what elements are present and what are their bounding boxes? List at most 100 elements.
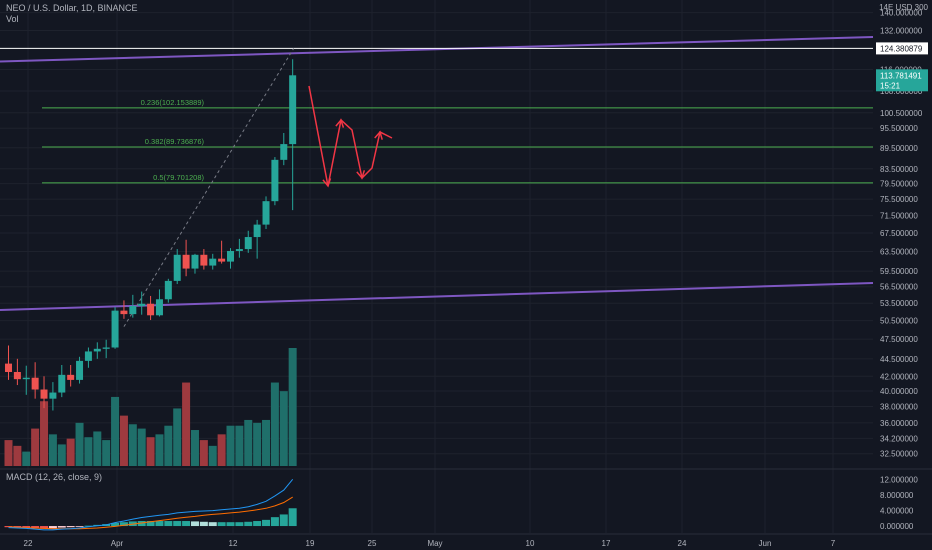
volume-legend[interactable]: Vol <box>6 14 19 24</box>
macd-tick-label: 0.000000 <box>880 522 914 531</box>
volume-bar <box>48 434 57 466</box>
price-tick-label: 34.200000 <box>880 434 918 443</box>
current-price-label: 113.781491 <box>880 71 922 80</box>
volume-bar <box>137 428 146 466</box>
candle-body[interactable] <box>13 372 21 380</box>
candle-body[interactable] <box>31 377 39 390</box>
candle-body[interactable] <box>22 377 30 380</box>
candle-body[interactable] <box>155 299 163 316</box>
macd-tick-label: 12.000000 <box>880 476 918 485</box>
price-tick-label: 40.000000 <box>880 387 918 396</box>
candle-body[interactable] <box>253 224 261 238</box>
candle-body[interactable] <box>227 250 234 262</box>
candle-body[interactable] <box>218 258 226 262</box>
macd-histogram-bar <box>173 521 182 527</box>
macd-histogram-bar <box>244 521 253 527</box>
projection-arrowhead <box>322 178 332 188</box>
candle-body[interactable] <box>191 254 199 269</box>
macd-histogram-bar <box>31 526 40 529</box>
volume-bar <box>31 428 40 466</box>
volume-bar <box>146 437 155 466</box>
volume-bar <box>226 425 235 466</box>
candle-body[interactable] <box>244 237 252 250</box>
candle-body[interactable] <box>173 254 181 281</box>
macd-histogram-bar <box>164 521 173 527</box>
price-tick-label: 75.500000 <box>880 195 918 204</box>
macd-histogram-bar <box>182 521 191 527</box>
candle-body[interactable] <box>84 351 92 361</box>
volume-bar <box>102 440 111 466</box>
volume-bar <box>119 415 128 466</box>
candle-body[interactable] <box>120 310 128 315</box>
time-tick-label: Apr <box>111 539 124 548</box>
candle-body[interactable] <box>58 374 66 393</box>
macd-histogram-bar <box>40 526 49 529</box>
bar-countdown-label: 15:21 <box>880 81 901 90</box>
candle-body[interactable] <box>164 280 172 300</box>
volume-bar <box>75 422 84 466</box>
macd-histogram-bar <box>66 526 75 528</box>
price-tick-label: 56.500000 <box>880 283 918 292</box>
candle-body[interactable] <box>138 303 146 307</box>
macd-histogram-bar <box>199 521 208 527</box>
candle-body[interactable] <box>235 249 243 251</box>
projection-arrowhead <box>335 118 345 128</box>
volume-bar <box>155 434 164 466</box>
price-tick-label: 44.500000 <box>880 355 918 364</box>
price-tick-label: 53.500000 <box>880 299 918 308</box>
upper-trendline[interactable] <box>0 36 874 63</box>
volume-bar <box>84 437 93 466</box>
candle-body[interactable] <box>67 374 75 380</box>
candle-body[interactable] <box>111 310 119 348</box>
candle-body[interactable] <box>76 360 84 380</box>
price-tick-label: 89.500000 <box>880 144 918 153</box>
volume-bar <box>66 438 75 466</box>
candle-body[interactable] <box>271 159 279 202</box>
volume-bar <box>57 444 66 466</box>
projection-path[interactable] <box>308 85 393 187</box>
macd-legend[interactable]: MACD (12, 26, close, 9) <box>6 472 103 482</box>
macd-histogram-bar <box>146 521 155 527</box>
candle-body[interactable] <box>147 303 155 316</box>
price-tick-label: 67.500000 <box>880 229 918 238</box>
candle-body[interactable] <box>182 254 190 269</box>
price-tick-label: 140.000000 <box>880 9 923 18</box>
time-tick-label: 7 <box>831 539 836 548</box>
macd-tick-label: 4.000000 <box>880 507 914 516</box>
macd-histogram-bar <box>270 517 279 527</box>
candle-body[interactable] <box>200 254 208 266</box>
candle-body[interactable] <box>93 348 101 352</box>
candle-body[interactable] <box>129 306 137 315</box>
macd-histogram-bar <box>190 521 199 527</box>
time-tick-label: 25 <box>368 539 377 548</box>
candle-body[interactable] <box>289 75 297 145</box>
macd-histogram-bar <box>235 522 244 527</box>
candle-body[interactable] <box>102 347 110 349</box>
candle-body[interactable] <box>280 144 288 160</box>
candle-body[interactable] <box>40 389 48 399</box>
volume-bar <box>40 401 49 466</box>
candle-body[interactable] <box>5 363 12 373</box>
time-tick-label: May <box>427 539 442 548</box>
price-scale-header: 14E USD 300 <box>879 3 928 12</box>
macd-histogram-bar <box>84 525 93 527</box>
time-tick-label: 24 <box>678 539 687 548</box>
candle-body[interactable] <box>262 201 270 225</box>
macd-histogram-bar <box>137 521 146 527</box>
lower-trendline[interactable] <box>0 282 874 311</box>
symbol-title[interactable]: NEO / U.S. Dollar, 1D, BINANCE <box>6 3 138 13</box>
fib-trend-line <box>123 48 295 327</box>
price-tick-label: 100.500000 <box>880 109 923 118</box>
candle-body[interactable] <box>49 392 57 399</box>
macd-histogram-bar <box>4 526 13 528</box>
candle-body[interactable] <box>209 258 217 266</box>
fib-level-label: 0.236(102.153889) <box>141 98 205 107</box>
time-tick-label: 22 <box>24 539 33 548</box>
price-tick-label: 50.500000 <box>880 317 918 326</box>
macd-histogram-bar <box>279 514 288 527</box>
fib-level-label: 0.5(79.701208) <box>153 173 204 182</box>
volume-bar <box>182 382 191 466</box>
price-tick-label: 132.000000 <box>880 26 923 35</box>
projection-arrowhead <box>356 170 366 180</box>
